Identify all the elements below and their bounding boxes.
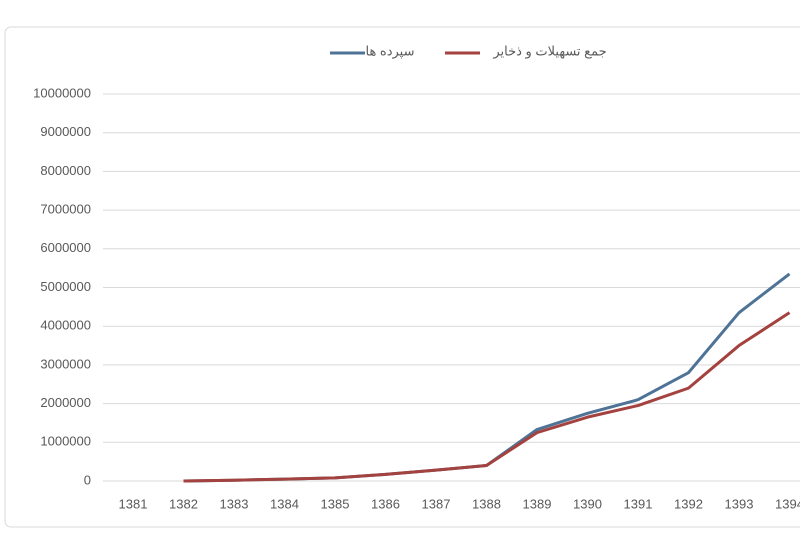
x-tick-label: 1387: [422, 496, 451, 511]
x-tick-label: 1383: [220, 496, 249, 511]
y-tick-label: 6000000: [40, 240, 91, 255]
series-line: [183, 311, 791, 483]
y-tick-label: 8000000: [40, 163, 91, 178]
x-tick-label: 1381: [119, 496, 148, 511]
x-tick-label: 1385: [321, 496, 350, 511]
y-tick-label: 0: [84, 472, 91, 487]
legend-label: جمع تسهیلات و ذخایر: [492, 43, 606, 59]
x-tick-label: 1389: [523, 496, 552, 511]
x-tick-label: 1392: [674, 496, 703, 511]
y-tick-label: 5000000: [40, 279, 91, 294]
y-tick-label: 10000000: [33, 85, 91, 100]
y-tick-label: 9000000: [40, 124, 91, 139]
y-tick-label: 3000000: [40, 356, 91, 371]
legend-label: سپرده ها: [365, 43, 414, 59]
x-tick-label: 1394: [775, 496, 800, 511]
y-tick-label: 7000000: [40, 202, 91, 217]
chart-frame: [4, 26, 800, 528]
y-tick-label: 1000000: [40, 434, 91, 449]
x-tick-label: 1390: [573, 496, 602, 511]
x-tick-label: 1382: [169, 496, 198, 511]
x-tick-label: 1386: [371, 496, 400, 511]
x-tick-label: 1384: [270, 496, 299, 511]
y-tick-label: 4000000: [40, 318, 91, 333]
x-tick-label: 1388: [472, 496, 501, 511]
x-tick-label: 1391: [624, 496, 653, 511]
x-tick-label: 1393: [725, 496, 754, 511]
y-tick-label: 2000000: [40, 395, 91, 410]
